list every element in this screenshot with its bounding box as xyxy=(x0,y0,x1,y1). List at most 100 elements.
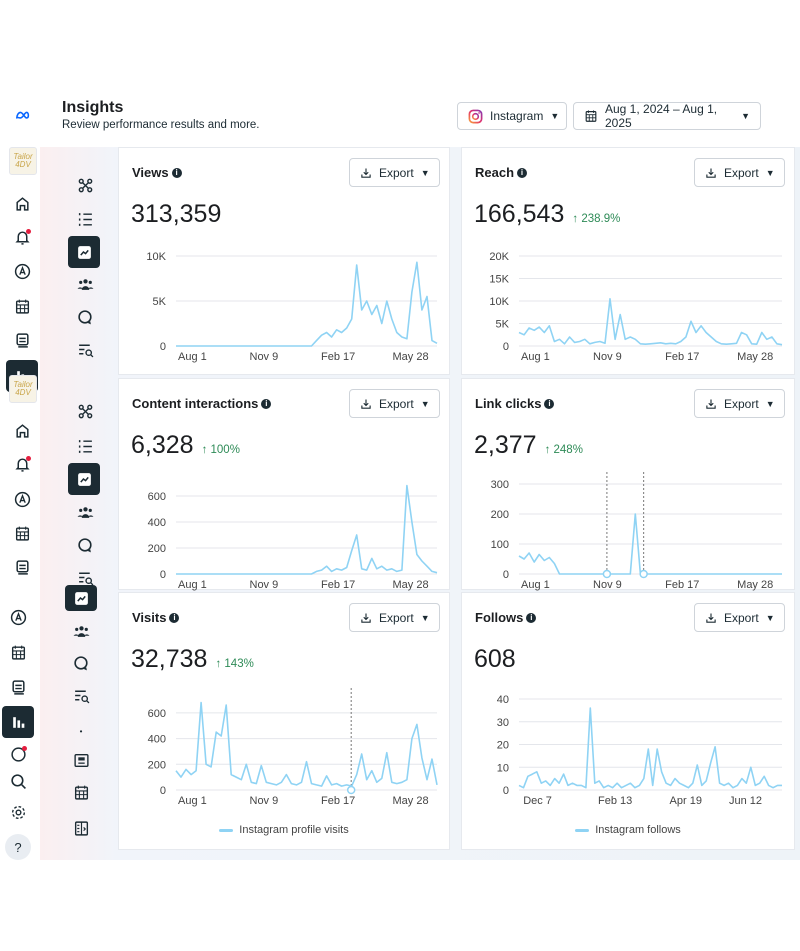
x-tick-label: Nov 9 xyxy=(593,351,622,363)
y-tick-label: 0 xyxy=(503,341,509,353)
pages-icon[interactable] xyxy=(10,328,34,352)
x-tick-label: Nov 9 xyxy=(250,795,279,807)
metric-card-reach: Reach i Export ▼ 166,543 ↑ 238.9% 0 5K 10K 15K… xyxy=(461,147,795,375)
x-tick-label: May 28 xyxy=(737,351,773,363)
x-tick-label: Feb 13 xyxy=(598,795,632,807)
card-title: Visits i xyxy=(132,610,180,625)
x-tick-label: Aug 1 xyxy=(178,579,207,591)
ads-icon[interactable] xyxy=(6,605,30,629)
y-tick-label: 0 xyxy=(503,569,509,581)
event-marker-point xyxy=(346,785,356,795)
list-icon[interactable] xyxy=(73,434,97,458)
calendar-icon xyxy=(584,109,598,123)
card-title: Follows i xyxy=(475,610,537,625)
y-tick-label: 200 xyxy=(148,543,166,555)
info-icon[interactable]: i xyxy=(526,612,537,623)
panel-icon[interactable] xyxy=(69,816,93,840)
account-avatar[interactable]: Tailor 4DV xyxy=(9,147,37,175)
card-title: Content interactions i xyxy=(132,396,272,411)
insights-icon[interactable] xyxy=(2,706,34,738)
y-tick-label: 400 xyxy=(148,734,166,746)
info-icon[interactable]: i xyxy=(544,398,555,409)
help-button[interactable]: ? xyxy=(5,834,31,860)
y-tick-label: 20K xyxy=(489,251,509,263)
calendar-icon[interactable] xyxy=(10,521,34,545)
notification-dot xyxy=(22,746,27,751)
ads-icon[interactable] xyxy=(10,259,34,283)
list-icon[interactable] xyxy=(73,207,97,231)
messages-icon[interactable] xyxy=(73,305,97,329)
line-chart: 0 100 200 300 Aug 1 Nov 9 Feb 17 May 28 xyxy=(491,472,782,591)
export-button[interactable]: Export ▼ xyxy=(349,389,440,418)
calendar-icon[interactable] xyxy=(10,294,34,318)
audience-icon[interactable] xyxy=(73,272,97,296)
ads-icon[interactable] xyxy=(10,487,34,511)
results-icon[interactable] xyxy=(68,463,100,495)
overview-icon[interactable] xyxy=(73,399,97,423)
results-icon[interactable] xyxy=(65,585,97,611)
search-icon[interactable] xyxy=(6,769,30,793)
page-title: Insights xyxy=(62,99,124,116)
y-tick-label: 0 xyxy=(160,341,166,353)
search-list-icon[interactable] xyxy=(73,565,97,589)
chart-legend: Instagram follows xyxy=(462,824,794,836)
metric-value: 6,328 xyxy=(131,431,194,459)
legend-swatch xyxy=(219,828,234,832)
y-tick-label: 10K xyxy=(146,251,166,263)
export-button[interactable]: Export ▼ xyxy=(694,603,785,632)
results-icon[interactable] xyxy=(68,236,100,268)
x-tick-label: Aug 1 xyxy=(521,351,550,363)
y-tick-label: 10K xyxy=(489,296,509,308)
metric-summary: 608 xyxy=(474,645,524,674)
profile-card-icon[interactable] xyxy=(69,748,93,772)
table-icon[interactable] xyxy=(69,780,93,804)
metric-summary: 166,543 ↑ 238.9% xyxy=(474,200,620,229)
line-chart: 0 5K 10K 15K 20K Aug 1 Nov 9 Feb 17 May 28 xyxy=(489,251,783,363)
info-icon[interactable]: i xyxy=(261,398,272,409)
date-range-selector[interactable]: Aug 1, 2024 – Aug 1, 2025 ▼ xyxy=(573,102,761,130)
series-line xyxy=(518,298,783,346)
chart-legend: Instagram profile visits xyxy=(119,824,449,836)
audience-icon[interactable] xyxy=(73,500,97,524)
platform-selector[interactable]: Instagram ▼ xyxy=(457,102,567,130)
download-icon xyxy=(705,612,717,624)
x-tick-label: Apr 19 xyxy=(670,795,702,807)
caret-down-icon: ▼ xyxy=(420,612,430,623)
metric-summary: 32,738 ↑ 143% xyxy=(131,645,254,674)
y-tick-label: 200 xyxy=(491,509,509,521)
gear-icon[interactable] xyxy=(6,800,30,824)
x-tick-label: Feb 17 xyxy=(321,579,355,591)
export-button[interactable]: Export ▼ xyxy=(349,603,440,632)
messages-icon[interactable] xyxy=(69,651,93,675)
pages-icon[interactable] xyxy=(10,555,34,579)
pages-icon[interactable] xyxy=(6,675,30,699)
y-tick-label: 10 xyxy=(497,762,509,774)
meta-logo-icon[interactable] xyxy=(10,103,36,127)
account-avatar[interactable]: Tailor 4DV xyxy=(9,375,37,403)
search-list-icon[interactable] xyxy=(69,683,93,707)
y-tick-label: 5K xyxy=(496,319,510,331)
search-list-icon[interactable] xyxy=(73,337,97,361)
info-icon[interactable]: i xyxy=(517,167,528,178)
chat-icon[interactable] xyxy=(6,742,30,766)
home-icon[interactable] xyxy=(10,418,34,442)
info-icon[interactable]: i xyxy=(171,167,182,178)
bell-icon[interactable] xyxy=(10,225,34,249)
export-button[interactable]: Export ▼ xyxy=(694,389,785,418)
legend-swatch xyxy=(575,828,590,832)
audience-icon[interactable] xyxy=(69,619,93,643)
messages-icon[interactable] xyxy=(73,533,97,557)
x-tick-label: Feb 17 xyxy=(665,579,699,591)
x-tick-label: May 28 xyxy=(393,579,429,591)
y-tick-label: 40 xyxy=(497,694,509,706)
overview-icon[interactable] xyxy=(73,173,97,197)
calendar-icon[interactable] xyxy=(6,640,30,664)
line-chart: 0 10 20 30 40 Dec 7 Feb 13 Apr 19 Jun 12 xyxy=(497,694,782,807)
export-button[interactable]: Export ▼ xyxy=(694,158,785,187)
home-icon[interactable] xyxy=(10,191,34,215)
metric-change: ↑ 143% xyxy=(215,658,254,670)
export-button[interactable]: Export ▼ xyxy=(349,158,440,187)
caret-down-icon: ▼ xyxy=(765,612,775,623)
bell-icon[interactable] xyxy=(10,452,34,476)
info-icon[interactable]: i xyxy=(169,612,180,623)
